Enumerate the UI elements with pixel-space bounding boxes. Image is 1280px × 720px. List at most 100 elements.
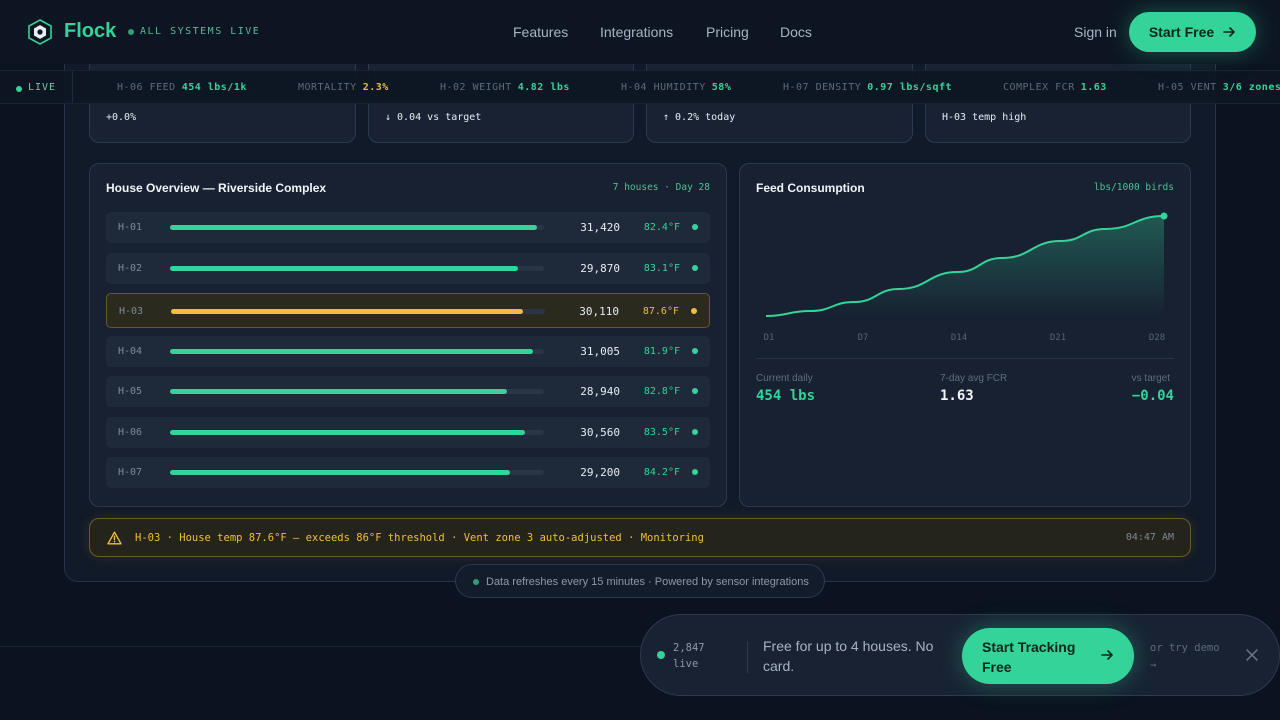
house-row[interactable]: H-03 30,110 87.6°F — [106, 293, 710, 328]
kpi-delta: ↑ 0.2% today — [663, 112, 736, 123]
status-dot — [692, 224, 698, 230]
ticker-key: H-02 WEIGHT — [440, 82, 512, 93]
x-tick-label: D7 — [858, 333, 869, 343]
house-id: H-02 — [118, 263, 143, 274]
stat-value-current: 454 lbs — [756, 388, 816, 404]
flock-logo-icon — [28, 19, 52, 45]
capacity-bar-fill — [170, 470, 511, 475]
capacity-bar-fill — [170, 266, 518, 271]
try-demo-link[interactable]: or try demo → — [1150, 642, 1220, 671]
capacity-bar-fill — [170, 389, 507, 394]
house-id: H-03 — [119, 306, 144, 317]
ticker-value: 0.97 lbs/sqft — [867, 82, 953, 93]
live-count-dot — [657, 651, 665, 659]
nav-link-pricing[interactable]: Pricing — [706, 24, 749, 40]
bird-count: 28,940 — [580, 385, 620, 398]
capacity-bar — [170, 266, 544, 271]
stat-label-current: Current daily — [756, 373, 813, 384]
ticker-item: COMPLEX FCR 1.63 — [1003, 82, 1107, 93]
status-dot — [692, 469, 698, 475]
bird-count: 30,560 — [580, 426, 620, 439]
house-overview-meta: 7 houses · Day 28 — [612, 182, 710, 193]
top-nav: Flock ALL SYSTEMS LIVE Features Integrat… — [0, 0, 1280, 64]
x-tick-label: D1 — [764, 333, 775, 343]
ticker-value: 58% — [711, 82, 732, 93]
brand-name[interactable]: Flock — [64, 20, 117, 42]
latest-point[interactable] — [1160, 212, 1168, 220]
nav-link-integrations[interactable]: Integrations — [600, 24, 674, 40]
start-free-button[interactable]: Start Free — [1129, 12, 1256, 52]
capacity-bar-fill — [170, 430, 526, 435]
house-id: H-07 — [118, 467, 143, 478]
capacity-bar — [170, 430, 544, 435]
status-dot — [692, 348, 698, 354]
house-temp: 83.5°F — [643, 427, 680, 438]
ticker-item: H-02 WEIGHT 4.82 lbs — [440, 82, 570, 93]
live-dot — [16, 86, 22, 92]
capacity-bar-fill — [170, 225, 537, 230]
temperature-alert[interactable]: H-03 · House temp 87.6°F — exceeds 86°F … — [89, 518, 1191, 557]
feed-consumption-panel — [739, 163, 1191, 507]
feed-area — [766, 216, 1164, 316]
house-id: H-04 — [118, 346, 143, 357]
ticker-value: 454 lbs/1k — [181, 82, 247, 93]
capacity-bar — [171, 309, 545, 314]
house-temp: 84.2°F — [643, 467, 680, 478]
ticker-value: 4.82 lbs — [517, 82, 570, 93]
house-id: H-06 — [118, 427, 143, 438]
close-icon[interactable] — [1245, 648, 1259, 662]
capacity-bar-fill — [170, 349, 533, 354]
stat-label-fcr: 7-day avg FCR — [940, 373, 1008, 384]
kpi-delta: ↓ 0.04 vs target — [385, 112, 482, 123]
nav-link-features[interactable]: Features — [513, 24, 569, 40]
alert-message: H-03 · House temp 87.6°F — exceeds 86°F … — [135, 532, 704, 544]
house-row[interactable]: H-04 31,005 81.9°F — [106, 336, 710, 367]
house-row[interactable]: H-05 28,940 82.8°F — [106, 376, 710, 407]
house-id: H-01 — [118, 222, 143, 233]
capacity-bar — [170, 470, 544, 475]
feed-consumption-chart: D1 D7 D14 D21 D28 — [764, 212, 1168, 343]
stat-value-fcr: 1.63 — [940, 388, 974, 404]
house-row[interactable]: H-02 29,870 83.1°F — [106, 253, 710, 284]
bird-count: 30,110 — [579, 305, 619, 318]
arrow-right-icon — [1223, 27, 1235, 37]
signup-cta-bar: 2,847 live Free for up to 4 houses. No c… — [640, 614, 1280, 696]
refresh-dot — [473, 579, 479, 585]
ticker-item: H-07 DENSITY 0.97 lbs/sqft — [783, 82, 952, 93]
house-temp: 82.4°F — [643, 222, 680, 233]
kpi-delta: H-03 temp high — [942, 112, 1027, 123]
live-label: LIVE — [28, 82, 57, 93]
ticker-key: MORTALITY — [298, 82, 357, 93]
house-row[interactable]: H-01 31,420 82.4°F — [106, 212, 710, 243]
x-tick-label: D14 — [951, 333, 967, 343]
kpi-delta: +0.0% — [106, 112, 137, 123]
feed-chart-title: Feed Consumption — [756, 181, 865, 195]
ticker-item: H-04 HUMIDITY 58% — [621, 82, 731, 93]
status-dot — [692, 429, 698, 435]
arrow-right-icon — [1101, 650, 1113, 660]
warning-icon — [107, 531, 122, 545]
capacity-bar-fill — [171, 309, 523, 314]
house-id: H-05 — [118, 386, 143, 397]
start-tracking-button[interactable]: Start Tracking Free — [962, 628, 1134, 684]
stat-value-target: −0.04 — [1131, 388, 1174, 404]
ticker-item: H-06 FEED 454 lbs/1k — [117, 82, 247, 93]
refresh-text: Data refreshes every 15 minutes · Powere… — [486, 576, 809, 588]
house-row[interactable]: H-06 30,560 83.5°F — [106, 417, 710, 448]
x-tick-label: D21 — [1050, 333, 1066, 343]
capacity-bar — [170, 225, 544, 230]
status-dot — [692, 388, 698, 394]
house-temp: 83.1°F — [643, 263, 680, 274]
status-dot — [128, 29, 134, 35]
nav-link-docs[interactable]: Docs — [780, 24, 812, 40]
capacity-bar — [170, 349, 544, 354]
live-count: 2,847 live — [673, 642, 705, 670]
ticker-key: H-07 DENSITY — [783, 82, 862, 93]
bird-count: 29,200 — [580, 466, 620, 479]
ticker-key: COMPLEX FCR — [1003, 82, 1075, 93]
sign-in-link[interactable]: Sign in — [1074, 24, 1117, 40]
house-row[interactable]: H-07 29,200 84.2°F — [106, 457, 710, 488]
house-temp: 81.9°F — [643, 346, 680, 357]
bird-count: 31,420 — [580, 221, 620, 234]
bird-count: 29,870 — [580, 262, 620, 275]
